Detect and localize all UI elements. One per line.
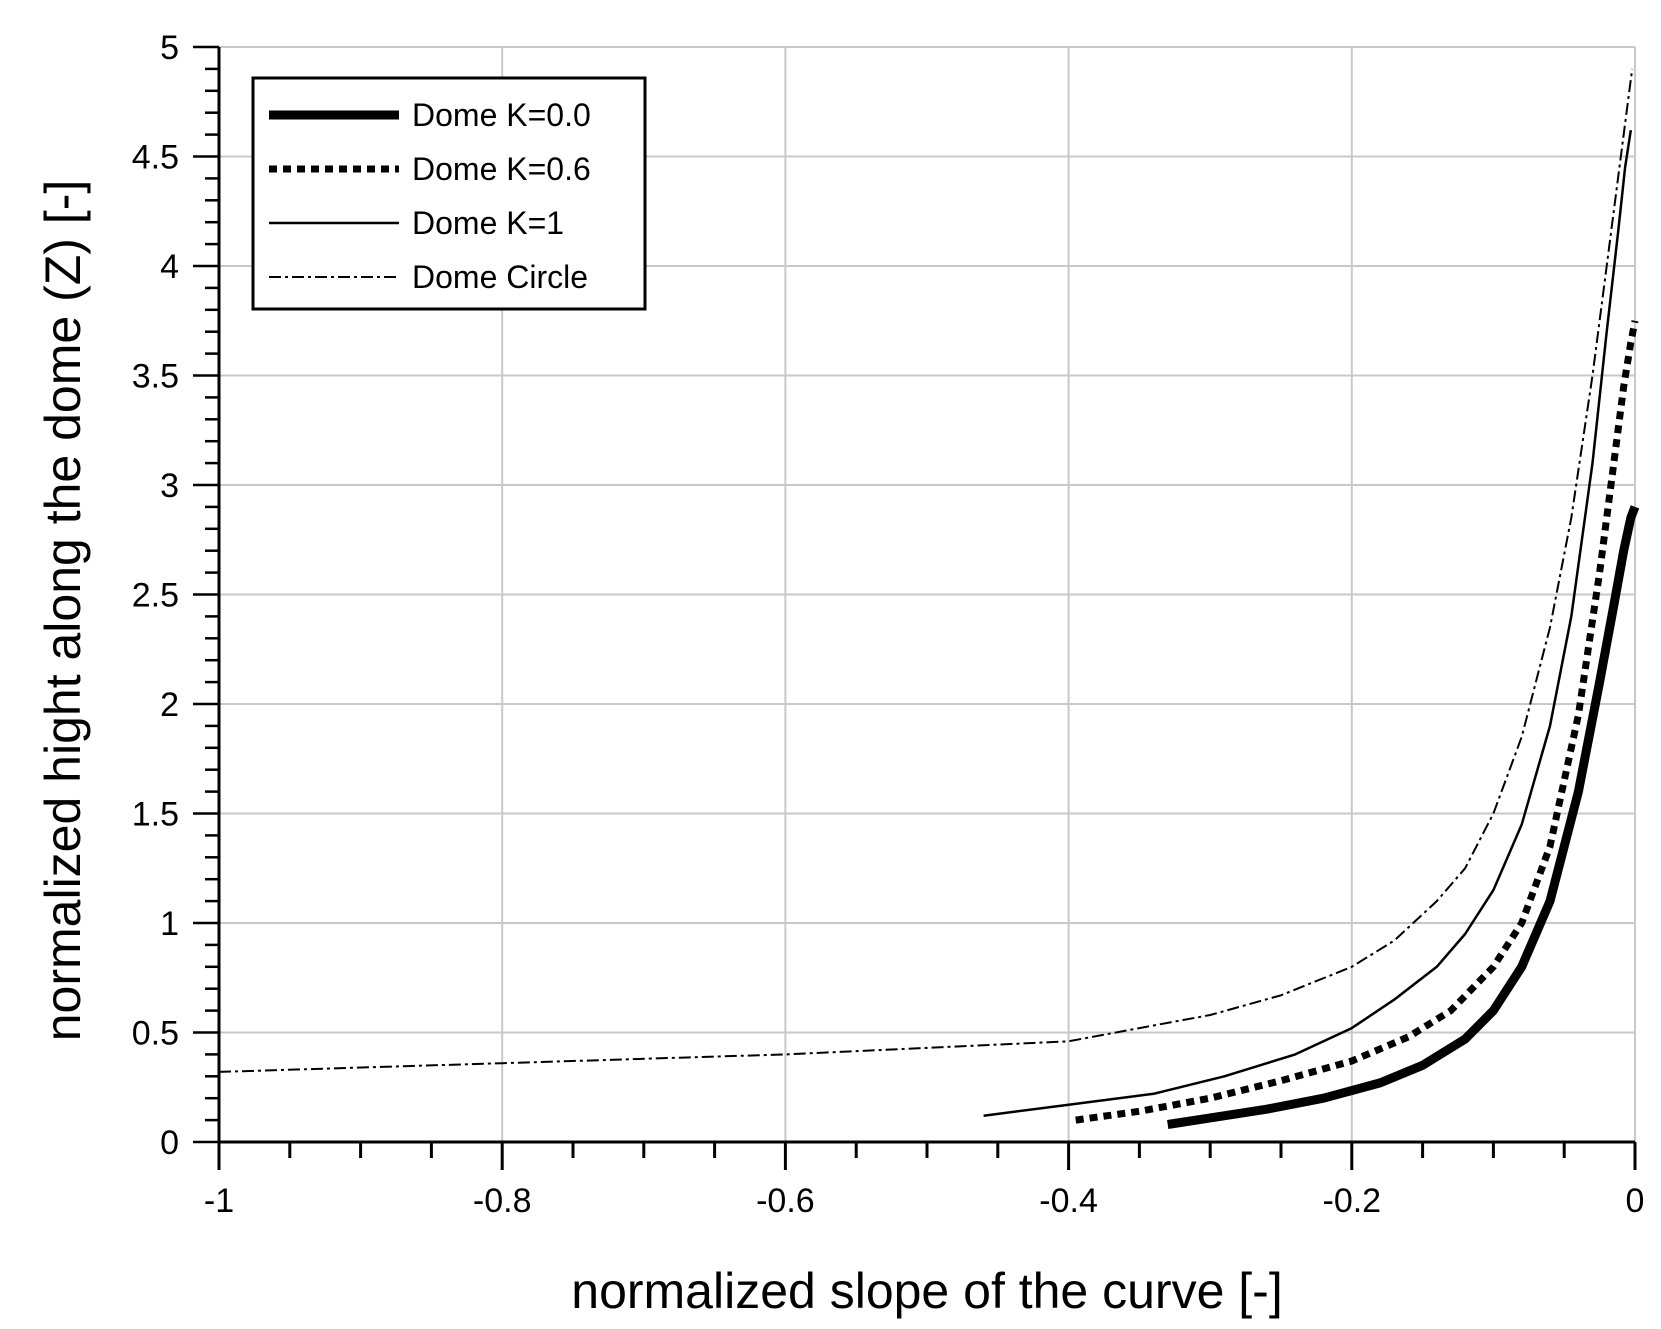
x-tick-label: 0 — [1626, 1182, 1645, 1220]
x-tick-label: -0.2 — [1323, 1182, 1382, 1220]
x-tick-label: -0.8 — [473, 1182, 532, 1220]
series-group — [218, 68, 1640, 1129]
series-line-dome-k-1 — [983, 130, 1633, 1117]
y-tick-label: 1 — [160, 905, 179, 943]
x-tick-label: -0.4 — [1039, 1182, 1098, 1220]
legend-label-dome-k-0-6: Dome K=0.6 — [412, 151, 591, 187]
y-tick-label: 3.5 — [132, 358, 179, 396]
y-tick-label: 4 — [160, 248, 179, 286]
legend-label-dome-k-1: Dome K=1 — [412, 205, 564, 241]
series-line-dome-k-0-0 — [1167, 505, 1640, 1129]
legend-label-dome-k-0-0: Dome K=0.0 — [412, 97, 591, 133]
y-tick-label: 4.5 — [132, 139, 179, 177]
series-line-dome-k-0-6 — [1075, 320, 1639, 1124]
y-tick-label: 0.5 — [132, 1015, 179, 1053]
x-tick-label: -0.6 — [756, 1182, 815, 1220]
grid — [218, 46, 1636, 1143]
y-tick-label: 0 — [160, 1124, 179, 1162]
series-line-dome-circle — [218, 68, 1634, 1073]
y-tick-label: 3 — [160, 467, 179, 505]
y-axis-title: normalized hight along the dome (Z) [-] — [35, 180, 91, 1042]
x-axis-title: normalized slope of the curve [-] — [571, 1263, 1282, 1319]
y-tick-label: 2 — [160, 686, 179, 724]
legend-label-dome-circle: Dome Circle — [412, 259, 588, 295]
y-tick-label: 1.5 — [132, 796, 179, 834]
x-tick-label: -1 — [204, 1182, 234, 1220]
ticks: -1 -0.8 -0.6 -0.4 -0.2 0 0 0.5 1 1.5 2 2.5 3 3.5 4 4.5 5 — [132, 29, 1645, 1220]
y-tick-label: 5 — [160, 29, 179, 67]
y-tick-label: 2.5 — [132, 577, 179, 615]
legend: Dome K=0.0 Dome K=0.6 Dome K=1 Dome Circle — [251, 76, 647, 311]
